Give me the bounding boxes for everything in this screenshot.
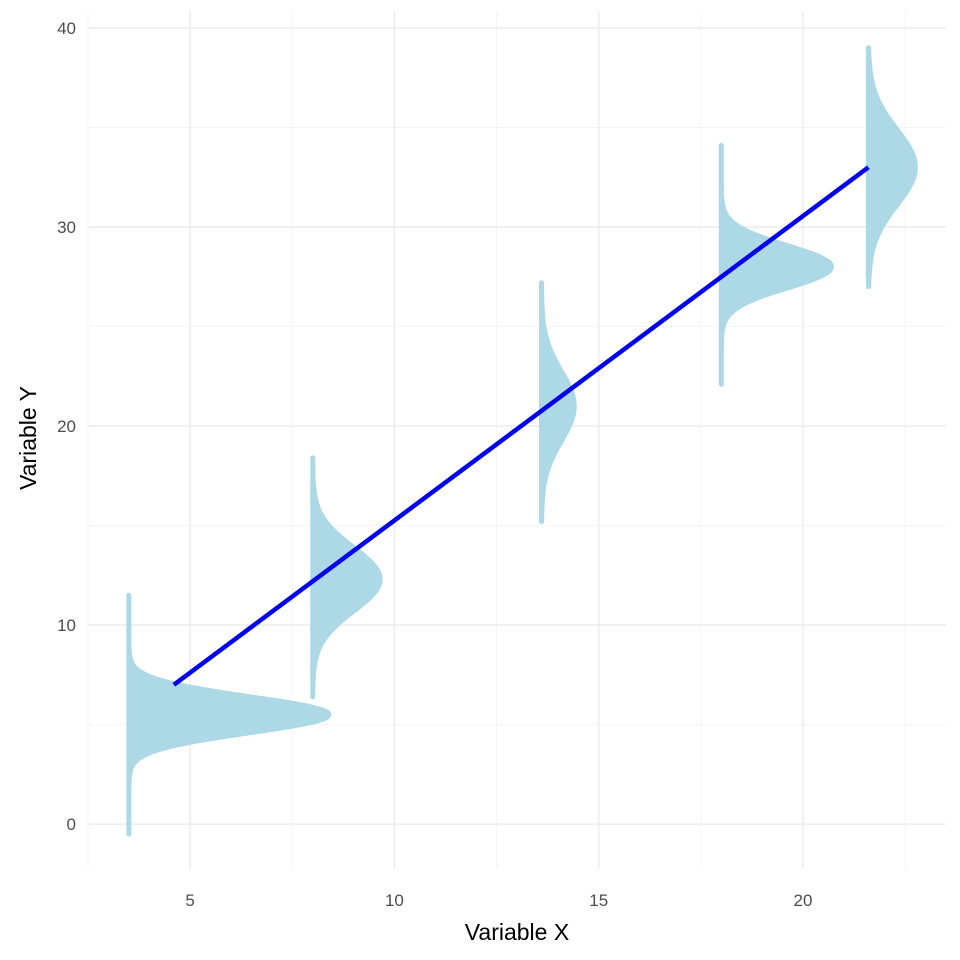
x-tick-label: 5: [185, 891, 194, 910]
x-axis-title: Variable X: [465, 919, 569, 945]
density-shape: [865, 45, 918, 290]
y-tick-label: 30: [57, 218, 76, 237]
x-tick-label: 10: [385, 891, 404, 910]
y-tick-label: 10: [57, 616, 76, 635]
density-shapes: [126, 45, 918, 837]
trend-line: [172, 165, 870, 687]
density-shape: [310, 455, 383, 700]
y-tick-label: 0: [67, 815, 76, 834]
trend-line-layer: [172, 165, 870, 687]
x-tick-label: 15: [589, 891, 608, 910]
x-tick-labels: 5 10 15 20: [185, 891, 812, 910]
density-shape: [539, 280, 577, 525]
y-tick-labels: 0 10 20 30 40: [57, 19, 76, 834]
x-tick-label: 20: [794, 891, 813, 910]
y-tick-label: 20: [57, 417, 76, 436]
y-tick-label: 40: [57, 19, 76, 38]
y-axis-title: Variable Y: [15, 386, 41, 490]
density-shape: [126, 592, 332, 837]
density-shape: [718, 142, 835, 387]
